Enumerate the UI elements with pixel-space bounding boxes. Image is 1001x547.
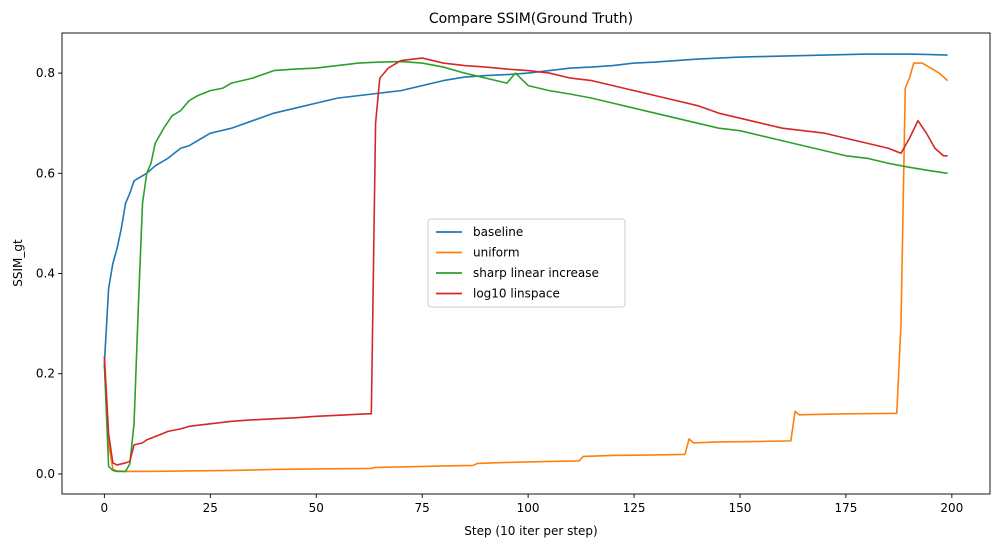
x-tick-label: 50 bbox=[309, 501, 324, 515]
series-line-2 bbox=[103, 60, 948, 473]
legend-box bbox=[427, 218, 626, 308]
legend-label-1: uniform bbox=[473, 246, 520, 260]
y-tick-label: 0.2 bbox=[36, 367, 55, 381]
plot-frame bbox=[61, 32, 991, 495]
y-tick-label: 0.6 bbox=[36, 166, 55, 180]
x-tick-label: 200 bbox=[940, 501, 963, 515]
x-tick-label: 0 bbox=[101, 501, 109, 515]
x-tick-label: 175 bbox=[834, 501, 857, 515]
x-tick-label: 100 bbox=[517, 501, 540, 515]
axes: 0 25 50 75 100 125 150 175 200 0.0 0.2 0.4 0.6 0.8 bbox=[36, 32, 991, 515]
y-axis-label: SSIM_gt bbox=[11, 239, 25, 287]
y-tick-label: 0.4 bbox=[36, 267, 55, 281]
x-axis-label: Step (10 iter per step) bbox=[464, 524, 597, 538]
x-tick-label: 125 bbox=[623, 501, 646, 515]
series-line-0 bbox=[103, 53, 948, 364]
series-line-3 bbox=[103, 57, 948, 466]
chart-title: Compare SSIM(Ground Truth) bbox=[429, 11, 633, 27]
x-tick-label: 25 bbox=[203, 501, 218, 515]
legend: baseline uniform sharp linear increase log1… bbox=[427, 218, 626, 308]
legend-label-2: sharp linear increase bbox=[473, 266, 599, 280]
x-tick-label: 150 bbox=[729, 501, 752, 515]
series-line-1 bbox=[103, 62, 949, 473]
legend-label-3: log10 linspace bbox=[473, 287, 560, 301]
plot-area bbox=[103, 53, 949, 473]
y-tick-label: 0.0 bbox=[36, 467, 55, 481]
x-tick-label: 75 bbox=[415, 501, 430, 515]
y-tick-label: 0.8 bbox=[36, 66, 55, 80]
legend-label-0: baseline bbox=[473, 225, 523, 239]
